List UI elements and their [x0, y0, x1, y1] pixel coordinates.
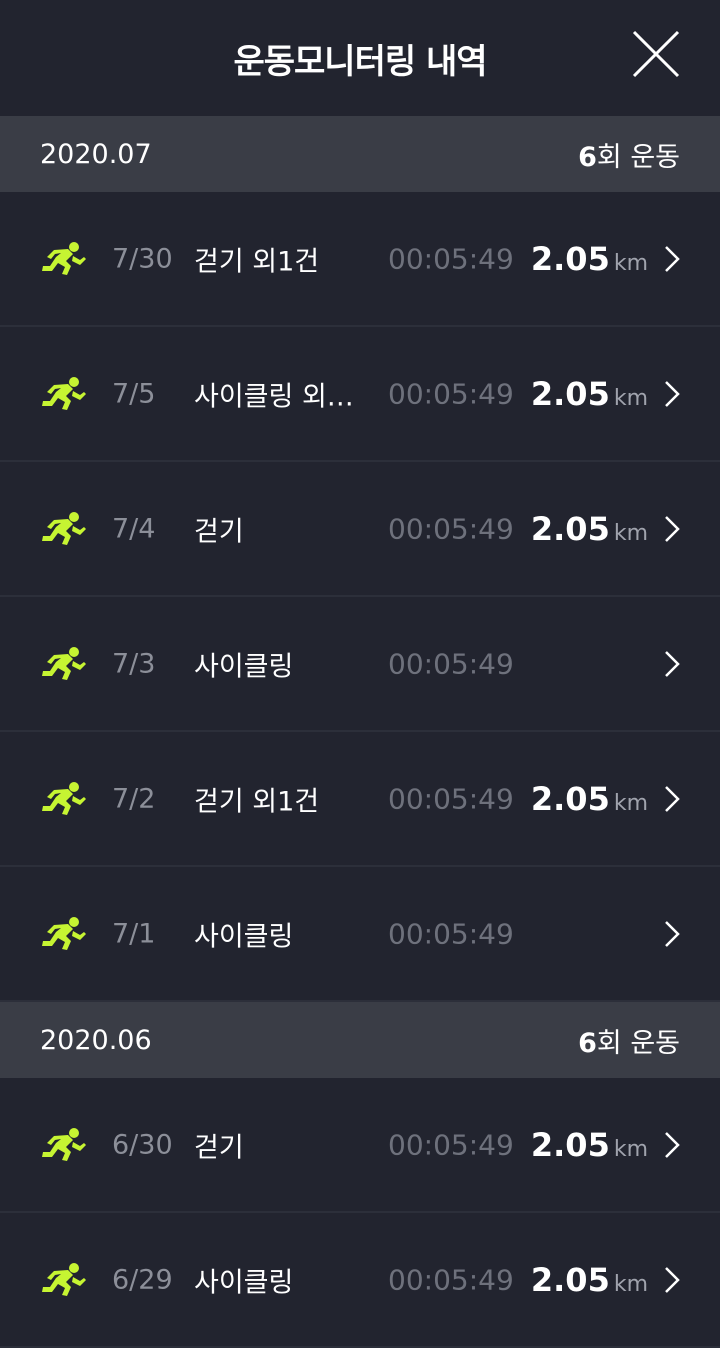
- workout-duration: 00:05:49: [388, 782, 514, 815]
- running-person-icon: [42, 646, 86, 680]
- workout-count-number: 6: [578, 1027, 597, 1059]
- chevron-right-icon: [665, 650, 680, 677]
- workout-duration: 00:05:49: [388, 1128, 514, 1161]
- distance-unit: km: [613, 790, 648, 816]
- workout-row[interactable]: 6/30 걷기 00:05:49 2.05 km: [0, 1078, 720, 1213]
- workout-row[interactable]: 7/4 걷기 00:05:49 2.05 km: [0, 462, 720, 597]
- workout-count-number: 6: [578, 141, 597, 173]
- workout-row[interactable]: 7/5 사이클링 외… 00:05:49 2.05 km: [0, 327, 720, 462]
- workout-date: 7/5: [112, 378, 156, 409]
- workout-count-suffix: 회 운동: [596, 141, 680, 173]
- distance-value: 2.05: [530, 779, 610, 818]
- workout-duration: 00:05:49: [388, 917, 514, 950]
- workout-distance: [644, 645, 648, 683]
- distance-unit: km: [613, 1136, 648, 1162]
- distance-value: 2.05: [530, 1125, 610, 1164]
- month-label: 2020.06: [40, 1024, 152, 1056]
- running-person-icon: [42, 916, 86, 950]
- distance-unit: km: [613, 250, 648, 276]
- distance-unit: km: [613, 385, 648, 411]
- workout-count: 6회 운동: [578, 1021, 680, 1060]
- workout-distance: 2.05 km: [531, 375, 648, 413]
- workout-date: 7/3: [112, 648, 156, 679]
- chevron-right-icon: [665, 920, 680, 947]
- month-section-header: 2020.07 6회 운동: [0, 116, 720, 192]
- distance-value: 2.05: [530, 239, 610, 278]
- workout-distance: 2.05 km: [531, 510, 648, 548]
- close-icon[interactable]: [630, 28, 682, 80]
- month-label: 2020.07: [40, 138, 152, 170]
- workout-name: 사이클링 외…: [194, 381, 354, 412]
- workout-name: 걷기 외1건: [194, 786, 320, 817]
- workout-name: 사이클링: [194, 651, 294, 682]
- workout-name: 걷기: [194, 516, 244, 547]
- page-title: 운동모니터링 내역: [233, 41, 487, 82]
- chevron-right-icon: [665, 785, 680, 812]
- workout-row[interactable]: 7/30 걷기 외1건 00:05:49 2.05 km: [0, 192, 720, 327]
- workout-duration: 00:05:49: [388, 647, 514, 680]
- workout-row[interactable]: 6/29 사이클링 00:05:49 2.05 km: [0, 1213, 720, 1348]
- workout-distance: 2.05 km: [531, 1126, 648, 1164]
- month-section-header: 2020.06 6회 운동: [0, 1002, 720, 1078]
- chevron-right-icon: [665, 245, 680, 272]
- workout-name: 걷기: [194, 1132, 244, 1163]
- workout-name: 걷기 외1건: [194, 246, 320, 277]
- workout-date: 7/1: [112, 918, 156, 949]
- app-header: 운동모니터링 내역: [0, 0, 720, 116]
- workout-distance: [644, 915, 648, 953]
- distance-unit: km: [613, 1271, 648, 1297]
- running-person-icon: [42, 376, 86, 410]
- workout-row[interactable]: 7/2 걷기 외1건 00:05:49 2.05 km: [0, 732, 720, 867]
- workout-row[interactable]: 7/1 사이클링 00:05:49: [0, 867, 720, 1002]
- workout-distance: 2.05 km: [531, 780, 648, 818]
- workout-duration: 00:05:49: [388, 512, 514, 545]
- distance-value: 2.05: [530, 509, 610, 548]
- workout-duration: 00:05:49: [388, 242, 514, 275]
- chevron-right-icon: [665, 515, 680, 542]
- chevron-right-icon: [665, 1131, 680, 1158]
- running-person-icon: [42, 781, 86, 815]
- workout-row[interactable]: 7/3 사이클링 00:05:49: [0, 597, 720, 732]
- running-person-icon: [42, 1127, 86, 1161]
- workout-date: 7/2: [112, 783, 156, 814]
- workout-duration: 00:05:49: [388, 377, 514, 410]
- distance-value: 2.05: [530, 374, 610, 413]
- workout-distance: 2.05 km: [531, 240, 648, 278]
- workout-date: 7/4: [112, 513, 156, 544]
- workout-date: 6/30: [112, 1129, 173, 1160]
- workout-count-suffix: 회 운동: [596, 1027, 680, 1059]
- workout-name: 사이클링: [194, 921, 294, 952]
- running-person-icon: [42, 241, 86, 275]
- workout-history-list: 2020.07 6회 운동 7/30 걷기 외1건 00:05:49 2.05 k…: [0, 116, 720, 1348]
- workout-date: 7/30: [112, 243, 173, 274]
- workout-count: 6회 운동: [578, 135, 680, 174]
- running-person-icon: [42, 511, 86, 545]
- distance-unit: km: [613, 520, 648, 546]
- chevron-right-icon: [665, 380, 680, 407]
